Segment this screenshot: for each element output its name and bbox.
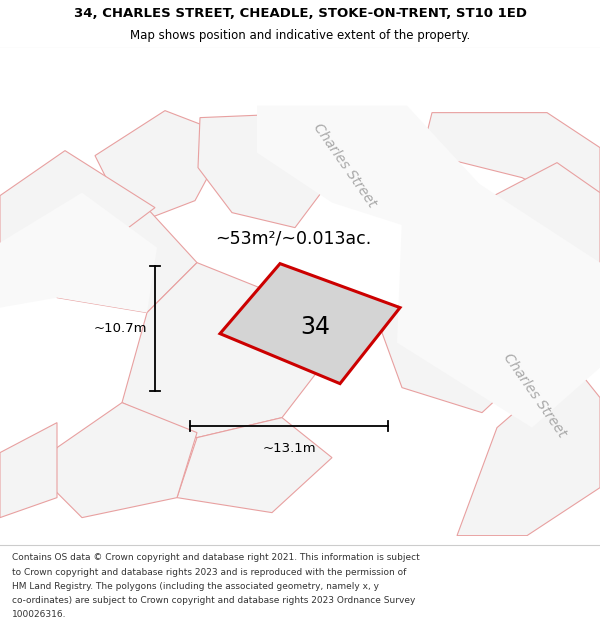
- Polygon shape: [42, 402, 197, 518]
- Text: Contains OS data © Crown copyright and database right 2021. This information is : Contains OS data © Crown copyright and d…: [12, 554, 420, 562]
- Text: to Crown copyright and database rights 2023 and is reproduced with the permissio: to Crown copyright and database rights 2…: [12, 568, 406, 576]
- Polygon shape: [198, 112, 355, 228]
- Text: 100026316.: 100026316.: [12, 610, 67, 619]
- Polygon shape: [397, 173, 600, 428]
- Text: 34: 34: [300, 315, 330, 339]
- Polygon shape: [257, 106, 492, 242]
- Polygon shape: [95, 111, 230, 226]
- Polygon shape: [177, 418, 332, 512]
- Text: ~13.1m: ~13.1m: [262, 442, 316, 454]
- Polygon shape: [0, 422, 57, 518]
- Text: ~10.7m: ~10.7m: [94, 322, 147, 334]
- Polygon shape: [422, 112, 600, 218]
- Polygon shape: [57, 202, 197, 312]
- Polygon shape: [220, 264, 400, 384]
- Polygon shape: [0, 151, 155, 262]
- Text: Map shows position and indicative extent of the property.: Map shows position and indicative extent…: [130, 29, 470, 42]
- Polygon shape: [122, 262, 332, 438]
- Text: HM Land Registry. The polygons (including the associated geometry, namely x, y: HM Land Registry. The polygons (includin…: [12, 582, 379, 591]
- Polygon shape: [457, 362, 600, 536]
- Polygon shape: [432, 162, 600, 308]
- Polygon shape: [0, 192, 157, 312]
- Text: Charles Street: Charles Street: [311, 121, 379, 210]
- Text: co-ordinates) are subject to Crown copyright and database rights 2023 Ordnance S: co-ordinates) are subject to Crown copyr…: [12, 596, 415, 604]
- Text: ~53m²/~0.013ac.: ~53m²/~0.013ac.: [215, 229, 371, 248]
- Polygon shape: [382, 253, 552, 412]
- Text: Charles Street: Charles Street: [501, 351, 569, 440]
- Text: 34, CHARLES STREET, CHEADLE, STOKE-ON-TRENT, ST10 1ED: 34, CHARLES STREET, CHEADLE, STOKE-ON-TR…: [74, 7, 527, 20]
